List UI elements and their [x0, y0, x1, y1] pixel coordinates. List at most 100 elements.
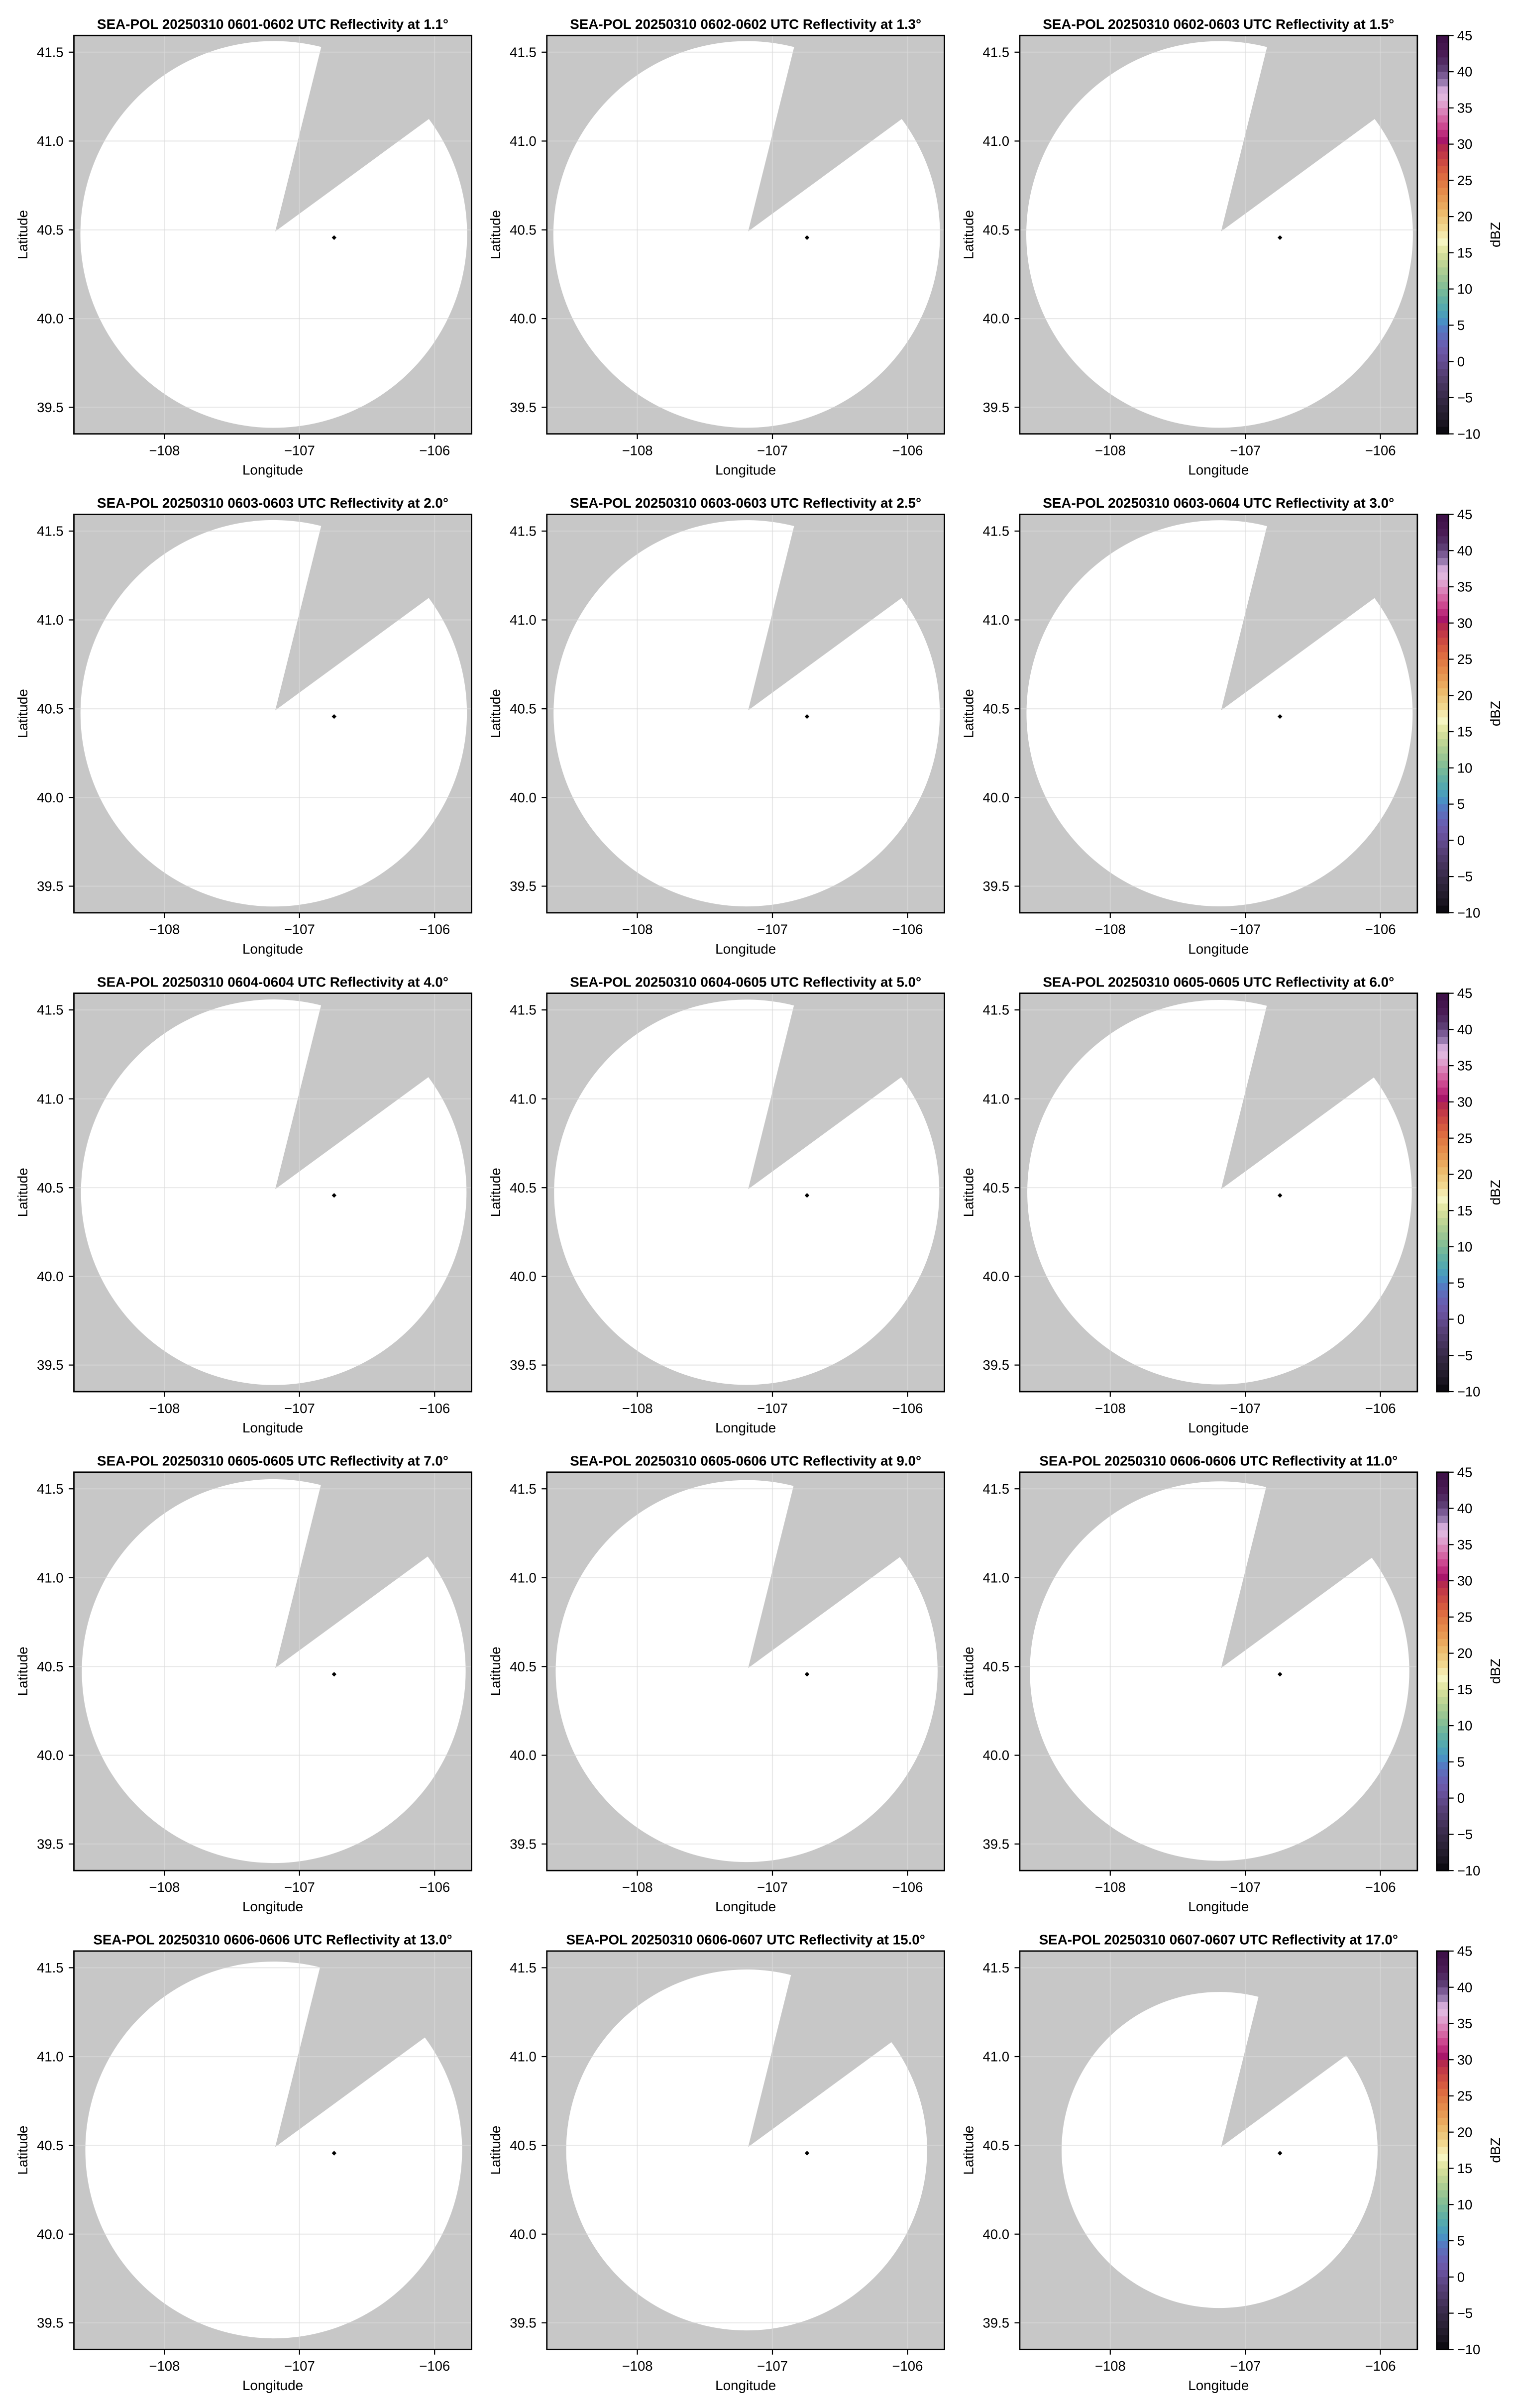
svg-text:40.5: 40.5: [510, 2138, 537, 2153]
svg-text:−106: −106: [892, 2358, 923, 2374]
svg-text:30: 30: [1457, 615, 1473, 631]
svg-text:Longitude: Longitude: [715, 1899, 776, 1914]
svg-text:−106: −106: [1365, 443, 1396, 458]
svg-text:41.5: 41.5: [510, 1481, 537, 1497]
svg-text:−107: −107: [757, 1401, 788, 1416]
svg-text:35: 35: [1457, 1537, 1473, 1552]
svg-text:0: 0: [1457, 833, 1465, 848]
svg-text:41.0: 41.0: [510, 1570, 537, 1585]
svg-text:−107: −107: [284, 1401, 315, 1416]
svg-text:30: 30: [1457, 1573, 1473, 1589]
svg-text:5: 5: [1457, 1275, 1465, 1291]
svg-text:5: 5: [1457, 1754, 1465, 1770]
svg-text:41.0: 41.0: [510, 133, 537, 149]
svg-text:−107: −107: [757, 443, 788, 458]
svg-text:−5: −5: [1457, 1827, 1473, 1842]
svg-text:39.5: 39.5: [37, 2315, 64, 2331]
svg-text:15: 15: [1457, 724, 1473, 740]
svg-text:SEA-POL 20250310 0604-0605 UTC: SEA-POL 20250310 0604-0605 UTC Reflectiv…: [570, 974, 921, 989]
svg-text:−107: −107: [757, 1879, 788, 1895]
svg-text:−108: −108: [1095, 1879, 1126, 1895]
svg-text:−108: −108: [149, 2358, 180, 2374]
svg-text:41.5: 41.5: [982, 524, 1009, 539]
svg-text:−106: −106: [419, 1879, 450, 1895]
svg-text:−106: −106: [419, 2358, 450, 2374]
svg-text:41.5: 41.5: [510, 524, 537, 539]
svg-text:40.5: 40.5: [982, 701, 1009, 717]
svg-text:35: 35: [1457, 1058, 1473, 1074]
svg-text:41.5: 41.5: [37, 1960, 64, 1975]
svg-text:−106: −106: [419, 443, 450, 458]
svg-text:−106: −106: [419, 1401, 450, 1416]
svg-text:39.5: 39.5: [510, 400, 537, 415]
svg-text:−10: −10: [1457, 905, 1481, 920]
svg-text:40.0: 40.0: [510, 311, 537, 327]
svg-text:10: 10: [1457, 760, 1473, 775]
svg-text:−107: −107: [1230, 2358, 1261, 2374]
svg-text:25: 25: [1457, 1609, 1473, 1625]
svg-text:41.5: 41.5: [37, 1002, 64, 1018]
svg-text:25: 25: [1457, 1130, 1473, 1146]
svg-text:39.5: 39.5: [982, 878, 1009, 894]
svg-text:40.5: 40.5: [510, 222, 537, 238]
svg-text:30: 30: [1457, 1095, 1473, 1110]
svg-text:40.0: 40.0: [37, 2226, 64, 2242]
svg-text:40: 40: [1457, 1022, 1473, 1037]
svg-text:−107: −107: [1230, 922, 1261, 937]
svg-text:Latitude: Latitude: [488, 689, 503, 738]
svg-text:45: 45: [1457, 1464, 1473, 1480]
svg-text:40.0: 40.0: [982, 1748, 1009, 1763]
svg-text:−10: −10: [1457, 426, 1481, 441]
svg-text:−106: −106: [892, 1401, 923, 1416]
svg-text:−5: −5: [1457, 2305, 1473, 2321]
svg-text:40.5: 40.5: [37, 1659, 64, 1674]
svg-text:40.5: 40.5: [37, 701, 64, 717]
svg-text:41.0: 41.0: [510, 1091, 537, 1106]
svg-text:Latitude: Latitude: [15, 1646, 30, 1696]
svg-text:30: 30: [1457, 136, 1473, 152]
svg-text:40.0: 40.0: [510, 1748, 537, 1763]
svg-text:−106: −106: [1365, 2358, 1396, 2374]
svg-text:SEA-POL 20250310 0601-0602 UTC: SEA-POL 20250310 0601-0602 UTC Reflectiv…: [97, 16, 448, 32]
svg-text:−107: −107: [1230, 1879, 1261, 1895]
svg-text:Latitude: Latitude: [961, 210, 976, 259]
svg-text:41.0: 41.0: [982, 1091, 1009, 1106]
svg-text:39.5: 39.5: [982, 1357, 1009, 1373]
svg-text:5: 5: [1457, 318, 1465, 333]
svg-text:41.0: 41.0: [37, 133, 64, 149]
svg-text:40.5: 40.5: [37, 1180, 64, 1196]
svg-text:−108: −108: [622, 1879, 653, 1895]
svg-text:39.5: 39.5: [982, 2315, 1009, 2331]
svg-text:SEA-POL 20250310 0603-0603 UTC: SEA-POL 20250310 0603-0603 UTC Reflectiv…: [570, 495, 921, 511]
svg-text:15: 15: [1457, 245, 1473, 261]
svg-text:Longitude: Longitude: [242, 2378, 303, 2393]
svg-text:20: 20: [1457, 1645, 1473, 1661]
svg-text:41.0: 41.0: [37, 1091, 64, 1106]
svg-text:−108: −108: [1095, 1401, 1126, 1416]
svg-text:SEA-POL 20250310 0603-0603 UTC: SEA-POL 20250310 0603-0603 UTC Reflectiv…: [97, 495, 448, 511]
svg-text:40.5: 40.5: [37, 2138, 64, 2153]
svg-text:35: 35: [1457, 100, 1473, 115]
svg-text:Longitude: Longitude: [1188, 462, 1249, 478]
svg-text:5: 5: [1457, 2233, 1465, 2249]
svg-text:40.0: 40.0: [37, 1748, 64, 1763]
svg-text:5: 5: [1457, 796, 1465, 812]
svg-text:40.0: 40.0: [37, 311, 64, 327]
svg-text:Longitude: Longitude: [242, 1899, 303, 1914]
svg-text:40: 40: [1457, 1501, 1473, 1516]
svg-text:−106: −106: [892, 443, 923, 458]
svg-text:−108: −108: [622, 2358, 653, 2374]
svg-text:−5: −5: [1457, 869, 1473, 884]
svg-text:39.5: 39.5: [510, 1357, 537, 1373]
svg-text:41.0: 41.0: [510, 612, 537, 628]
svg-text:10: 10: [1457, 1239, 1473, 1255]
svg-text:39.5: 39.5: [510, 1836, 537, 1852]
svg-text:40: 40: [1457, 64, 1473, 80]
svg-text:−108: −108: [149, 1879, 180, 1895]
svg-text:Longitude: Longitude: [715, 462, 776, 478]
svg-text:−107: −107: [284, 2358, 315, 2374]
svg-text:Latitude: Latitude: [488, 1646, 503, 1696]
svg-text:SEA-POL 20250310 0606-0606 UTC: SEA-POL 20250310 0606-0606 UTC Reflectiv…: [93, 1932, 452, 1948]
svg-text:39.5: 39.5: [37, 400, 64, 415]
svg-text:40.0: 40.0: [982, 790, 1009, 805]
